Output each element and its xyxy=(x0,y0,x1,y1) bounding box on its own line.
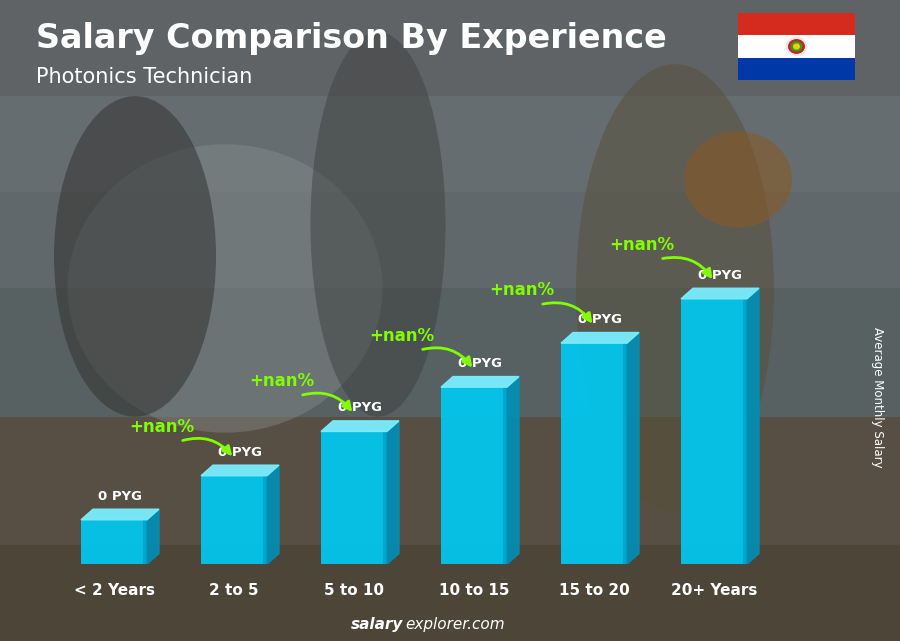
Text: Average Monthly Salary: Average Monthly Salary xyxy=(871,327,884,468)
Text: 0 PYG: 0 PYG xyxy=(578,313,622,326)
Bar xyxy=(503,387,507,564)
Bar xyxy=(0,0,900,96)
Bar xyxy=(321,431,387,564)
Text: 0 PYG: 0 PYG xyxy=(338,401,382,414)
Text: 0 PYG: 0 PYG xyxy=(98,490,142,503)
Bar xyxy=(382,431,387,564)
Circle shape xyxy=(788,40,805,53)
Bar xyxy=(0,545,900,641)
Polygon shape xyxy=(201,465,279,476)
Text: +nan%: +nan% xyxy=(369,327,435,345)
Text: Photonics Technician: Photonics Technician xyxy=(36,67,252,87)
Text: salary: salary xyxy=(351,617,403,633)
Circle shape xyxy=(791,42,802,51)
Ellipse shape xyxy=(68,144,382,433)
Bar xyxy=(81,520,147,564)
Ellipse shape xyxy=(684,131,792,228)
Bar xyxy=(263,476,267,564)
Text: 2 to 5: 2 to 5 xyxy=(209,583,259,597)
Text: < 2 Years: < 2 Years xyxy=(74,583,155,597)
Text: 0 PYG: 0 PYG xyxy=(698,269,742,281)
Bar xyxy=(738,13,855,35)
Text: 5 to 10: 5 to 10 xyxy=(324,583,384,597)
Polygon shape xyxy=(147,509,159,564)
Bar xyxy=(738,58,855,80)
Polygon shape xyxy=(321,421,399,431)
Bar xyxy=(0,288,900,417)
Circle shape xyxy=(787,38,806,55)
Text: +nan%: +nan% xyxy=(490,281,554,299)
Text: 0 PYG: 0 PYG xyxy=(458,357,502,370)
Polygon shape xyxy=(267,465,279,564)
Polygon shape xyxy=(81,509,159,520)
Text: 0 PYG: 0 PYG xyxy=(218,445,262,458)
Bar xyxy=(742,299,747,564)
Text: Salary Comparison By Experience: Salary Comparison By Experience xyxy=(36,22,667,55)
Bar xyxy=(441,387,507,564)
Bar xyxy=(0,96,900,192)
Bar xyxy=(201,476,267,564)
Text: +nan%: +nan% xyxy=(249,372,315,390)
Bar xyxy=(0,192,900,288)
Polygon shape xyxy=(561,333,639,343)
Bar xyxy=(143,520,147,564)
Text: 10 to 15: 10 to 15 xyxy=(439,583,509,597)
FancyBboxPatch shape xyxy=(733,9,860,84)
Polygon shape xyxy=(387,421,399,564)
Bar xyxy=(561,343,627,564)
Text: +nan%: +nan% xyxy=(130,418,194,436)
Text: 20+ Years: 20+ Years xyxy=(670,583,757,597)
Polygon shape xyxy=(507,376,519,564)
Polygon shape xyxy=(747,288,759,564)
Bar xyxy=(0,417,900,545)
Ellipse shape xyxy=(54,96,216,417)
Polygon shape xyxy=(627,333,639,564)
Ellipse shape xyxy=(576,64,774,513)
Bar xyxy=(623,343,627,564)
Polygon shape xyxy=(681,288,759,299)
Ellipse shape xyxy=(310,32,446,417)
Text: 15 to 20: 15 to 20 xyxy=(559,583,629,597)
Bar xyxy=(681,299,747,564)
Text: explorer.com: explorer.com xyxy=(405,617,505,633)
Bar xyxy=(738,35,855,58)
Text: +nan%: +nan% xyxy=(609,236,675,254)
Polygon shape xyxy=(441,376,519,387)
Circle shape xyxy=(794,44,799,49)
